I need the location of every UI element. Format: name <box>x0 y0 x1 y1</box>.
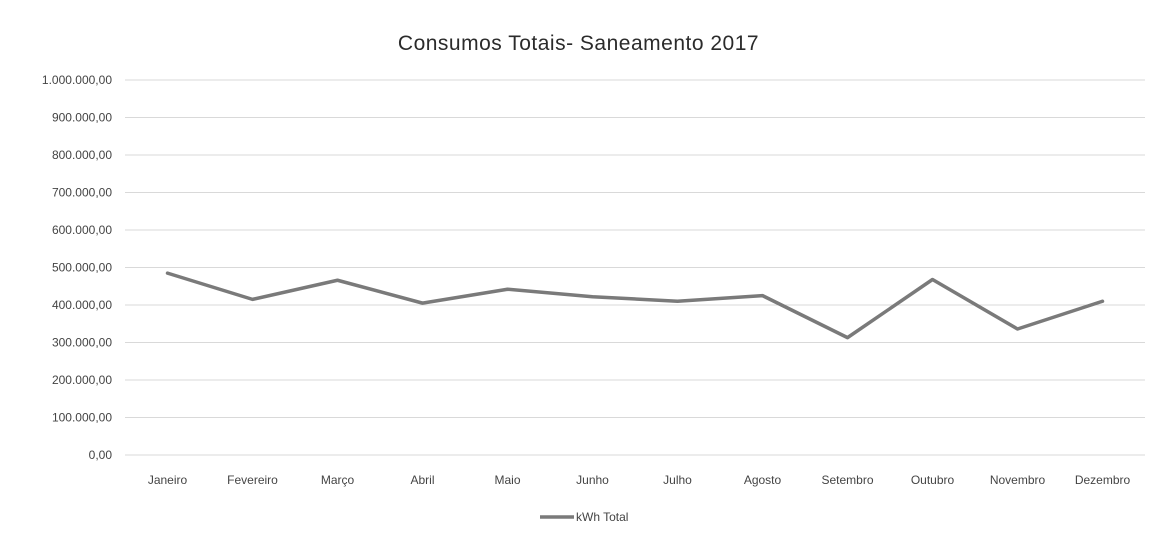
data-point <box>761 294 764 298</box>
y-tick-label: 200.000,00 <box>52 373 112 387</box>
y-tick-label: 500.000,00 <box>52 261 112 275</box>
data-point <box>1016 327 1019 331</box>
y-tick-label: 900.000,00 <box>52 111 112 125</box>
data-point <box>676 299 679 303</box>
y-tick-label: 800.000,00 <box>52 148 112 162</box>
x-tick-label: Dezembro <box>1075 473 1131 487</box>
x-tick-label: Setembro <box>821 473 873 487</box>
y-tick-label: 100.000,00 <box>52 411 112 425</box>
x-tick-label: Agosto <box>744 473 782 487</box>
x-tick-label: Abril <box>410 473 434 487</box>
x-tick-label: Maio <box>494 473 520 487</box>
y-tick-label: 700.000,00 <box>52 186 112 200</box>
series-line <box>165 271 1105 340</box>
data-point <box>251 297 254 301</box>
y-tick-label: 0,00 <box>89 448 113 462</box>
data-point <box>506 287 509 291</box>
y-tick-label: 600.000,00 <box>52 223 112 237</box>
data-point <box>1101 299 1104 303</box>
data-point <box>846 336 849 340</box>
x-tick-label: Junho <box>576 473 609 487</box>
data-point <box>591 295 594 299</box>
y-tick-label: 300.000,00 <box>52 336 112 350</box>
y-tick-label: 1.000.000,00 <box>42 73 112 87</box>
data-point <box>421 301 424 305</box>
x-tick-label: Outubro <box>911 473 955 487</box>
x-tick-label: Fevereiro <box>227 473 278 487</box>
x-tick-label: Julho <box>663 473 692 487</box>
data-point <box>336 278 339 282</box>
legend-label: kWh Total <box>576 510 628 524</box>
data-point <box>931 278 934 281</box>
chart-title: Consumos Totais- Saneamento 2017 <box>397 32 760 55</box>
x-tick-label: Janeiro <box>148 473 188 487</box>
data-point <box>166 271 169 275</box>
y-tick-label: 400.000,00 <box>52 298 112 312</box>
x-tick-label: Março <box>321 473 355 487</box>
x-tick-label: Novembro <box>990 473 1046 487</box>
